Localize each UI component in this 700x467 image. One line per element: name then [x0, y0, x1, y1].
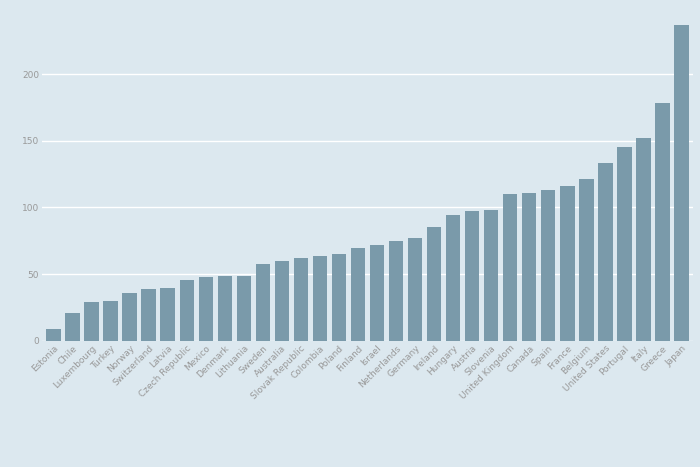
- Bar: [389, 241, 403, 341]
- Bar: [218, 276, 232, 341]
- Bar: [351, 248, 365, 341]
- Bar: [160, 288, 175, 341]
- Bar: [294, 258, 308, 341]
- Bar: [560, 186, 575, 341]
- Bar: [598, 163, 612, 341]
- Bar: [617, 148, 631, 341]
- Bar: [199, 277, 213, 341]
- Bar: [122, 293, 136, 341]
- Bar: [427, 227, 441, 341]
- Bar: [332, 254, 346, 341]
- Bar: [85, 302, 99, 341]
- Bar: [446, 215, 461, 341]
- Bar: [636, 138, 650, 341]
- Bar: [104, 301, 118, 341]
- Bar: [674, 25, 689, 341]
- Bar: [522, 193, 536, 341]
- Bar: [655, 103, 670, 341]
- Bar: [313, 255, 327, 341]
- Bar: [541, 190, 556, 341]
- Bar: [179, 280, 194, 341]
- Bar: [256, 263, 270, 341]
- Bar: [370, 245, 384, 341]
- Bar: [484, 210, 498, 341]
- Bar: [65, 313, 80, 341]
- Bar: [46, 329, 61, 341]
- Bar: [141, 289, 155, 341]
- Bar: [237, 276, 251, 341]
- Bar: [465, 212, 480, 341]
- Bar: [580, 179, 594, 341]
- Bar: [408, 238, 422, 341]
- Bar: [503, 194, 517, 341]
- Bar: [274, 261, 289, 341]
